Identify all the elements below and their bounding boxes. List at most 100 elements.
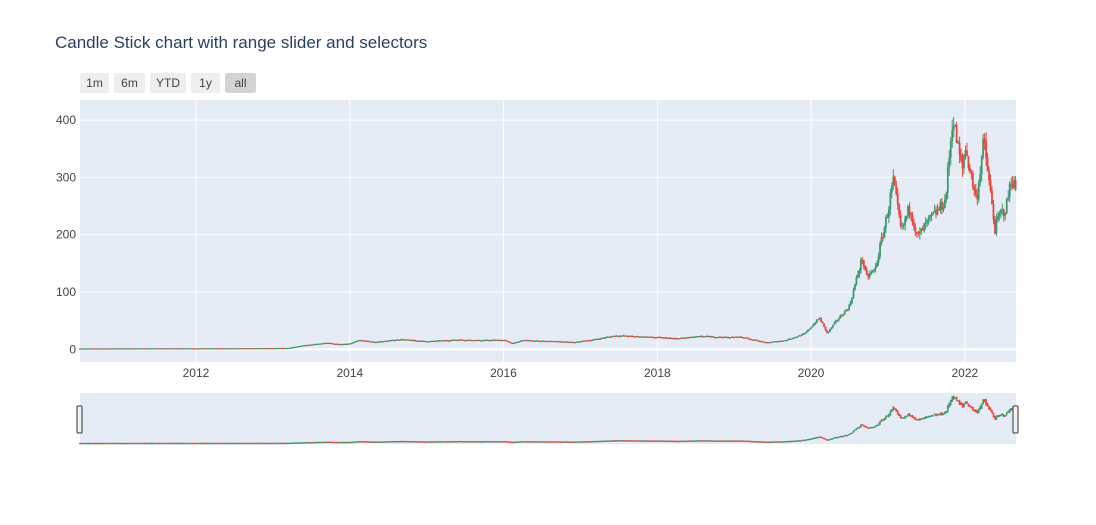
candle-body [852, 289, 855, 298]
candle-body [948, 157, 951, 168]
candle-body [444, 340, 447, 342]
candle-body [870, 272, 873, 274]
candle-body [712, 336, 715, 338]
candle-body [809, 327, 812, 330]
candle-body [765, 342, 768, 344]
candle-body [409, 339, 411, 341]
candle-body [292, 347, 295, 349]
range-button-all[interactable]: all [225, 73, 256, 93]
candle-body [693, 336, 696, 339]
candle-body [279, 347, 282, 350]
candle-body [419, 340, 422, 342]
candle-body [378, 341, 380, 343]
candle-body [585, 340, 588, 342]
candle-body [560, 341, 563, 343]
candle-body [563, 341, 566, 343]
candle-body [211, 348, 214, 350]
candle-body [92, 348, 95, 350]
candle-body [447, 340, 450, 342]
candle-body [130, 348, 133, 350]
candle-body [191, 348, 193, 350]
candle-body [247, 348, 249, 350]
candle-body [86, 348, 89, 350]
candle-body [177, 348, 180, 350]
candle-body [867, 274, 870, 278]
candle-body [416, 340, 419, 342]
candle-body [885, 216, 887, 228]
y-gridlines [80, 119, 1016, 351]
candle-body [232, 348, 235, 350]
range-slider-left-handle[interactable] [76, 405, 83, 434]
candle-body [865, 269, 868, 275]
candle-body [490, 339, 492, 342]
candle-body [994, 219, 996, 234]
range-button-1m[interactable]: 1m [80, 73, 109, 93]
candle-body [428, 341, 431, 343]
candle-body [213, 348, 215, 350]
candle-body [907, 206, 909, 216]
candle-body [303, 345, 305, 347]
candle-body [775, 341, 778, 343]
range-button-ytd[interactable]: YTD [150, 73, 186, 93]
candle-body [350, 343, 352, 345]
candle-body [638, 336, 641, 339]
candle-body [687, 337, 690, 339]
candle-body [189, 348, 192, 350]
candle-body [933, 210, 936, 213]
y-tick-label: 300 [56, 170, 76, 184]
candle-body [273, 348, 276, 350]
candle-body [556, 341, 559, 343]
candle-body [582, 340, 585, 342]
candle-body [887, 208, 890, 218]
candle-body [1013, 180, 1016, 188]
candle-body [552, 340, 554, 343]
candle-body [768, 342, 771, 344]
candle-body [837, 318, 840, 321]
candle-body [341, 343, 344, 346]
candle-body [199, 348, 202, 350]
candle-body [833, 322, 836, 326]
candle-body [298, 346, 301, 348]
candle-body [469, 339, 472, 341]
candle-body [742, 337, 744, 339]
candle-body [214, 348, 217, 350]
range-slider[interactable] [80, 393, 1016, 444]
candle-body [662, 337, 665, 339]
candle-body [855, 277, 858, 285]
candle-body [690, 336, 693, 338]
candle-body [286, 347, 289, 350]
candle-body [680, 337, 683, 339]
candle-body [151, 348, 154, 350]
candle-body [412, 339, 414, 342]
candle-body [344, 343, 347, 346]
candle-body [328, 342, 330, 345]
candle-body [625, 335, 628, 337]
candle-body [263, 348, 266, 350]
candle-body [541, 340, 544, 342]
range-button-1y[interactable]: 1y [191, 73, 220, 93]
candle-body [762, 341, 765, 343]
candle-body [756, 340, 759, 342]
candle-body [643, 336, 646, 338]
range-button-6m[interactable]: 6m [114, 73, 145, 93]
candle-body [269, 348, 271, 350]
candle-body [493, 339, 495, 341]
candle-body [357, 340, 360, 342]
candle-body [251, 348, 254, 350]
candle-body [621, 335, 624, 337]
candle-body [476, 339, 479, 342]
candle-body [954, 124, 957, 127]
candle-body [167, 348, 170, 350]
candle-body [207, 348, 210, 350]
candle-body [124, 348, 127, 350]
range-slider-right-handle[interactable] [1012, 405, 1019, 434]
candle-body [506, 340, 509, 342]
candle-body [767, 342, 769, 344]
candle-body [179, 348, 182, 350]
candle-body [112, 348, 115, 350]
candle-body [475, 340, 478, 342]
candle-body [839, 315, 842, 319]
candle-body [633, 336, 635, 338]
candle-body [132, 348, 134, 350]
candle-body [123, 348, 126, 350]
